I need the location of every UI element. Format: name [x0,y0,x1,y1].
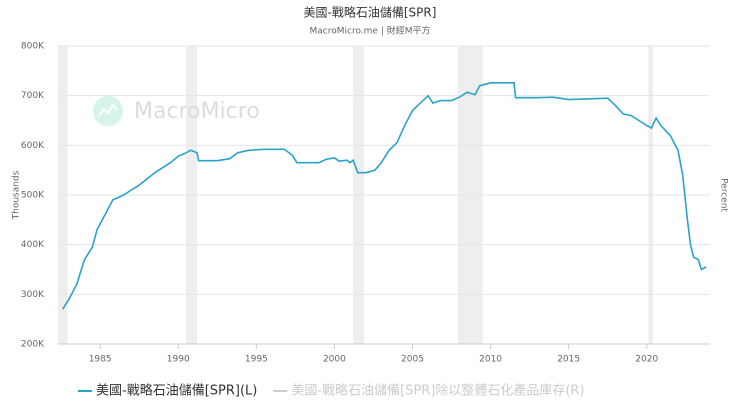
chart-subtitle: MacroMicro.me | 財經M平方 [310,25,431,37]
y-tick-label: 400K [21,240,45,250]
watermark: MacroMicro [134,99,260,124]
x-tick-label: 1995 [245,355,268,365]
x-tick-label: 2020 [635,355,658,365]
x-tick-label: 2005 [401,355,424,365]
x-tick-label: 1985 [89,355,112,365]
x-tick-label: 2015 [557,355,580,365]
legend-label: 美國-戰略石油儲備[SPR](L) [96,383,257,399]
y-axis-label: Thousands [12,170,22,220]
x-tick-label: 2010 [479,355,502,365]
y-tick-label: 300K [21,290,45,300]
watermark-logo [93,96,123,126]
y2-axis-label: Percent [719,178,729,212]
background [58,45,710,345]
legend-label: 美國-戰略石油儲備[SPR]除以整體石化產品庫存(R) [291,383,584,399]
y-tick-label: 200K [21,340,45,350]
data-line [62,82,707,310]
y-tick-label: 600K [21,141,45,151]
y-tick-label: 800K [21,42,45,52]
chart-title: 美國-戰略石油儲備[SPR] [304,5,437,20]
y-tick-label: 500K [21,191,45,201]
x-tick-label: 2000 [323,355,346,365]
y-tick-label: 700K [21,91,45,101]
x-tick-label: 1990 [167,355,190,365]
